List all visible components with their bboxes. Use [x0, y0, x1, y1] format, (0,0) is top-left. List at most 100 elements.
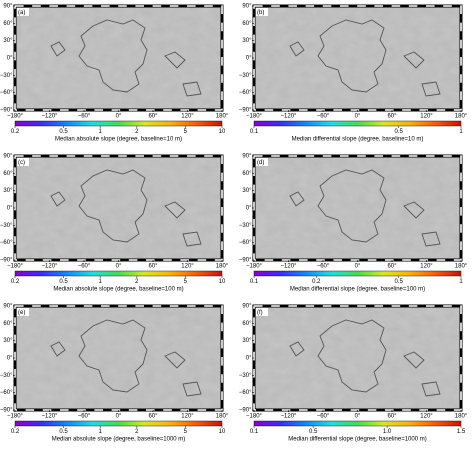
lon-tick-label: 60°: [387, 264, 397, 270]
lat-tick-label: 0°: [246, 356, 252, 362]
lon-tick-label: −120°: [281, 264, 298, 270]
terrain-texture: [15, 156, 222, 260]
terrain-texture: [254, 6, 461, 110]
map-panel: (e) 90° 60° 30° 0° −30° −60° −90°−180° −120° −60°…: [0, 304, 229, 443]
lon-tick-label: −60°: [317, 414, 330, 420]
colorbar-tick-label: 1.5: [457, 429, 466, 435]
lon-tick-label: −180°: [7, 264, 24, 270]
colorbar-title: Median absolute slope (degree, baseline=…: [52, 437, 186, 443]
colorbar: [253, 270, 462, 277]
colorbar: [14, 270, 223, 277]
lon-tick-label: 0°: [355, 264, 361, 270]
map-panel: (a) 90° 60° 30° 0° −30° −60° −90°−180° −120° −60°…: [0, 4, 229, 143]
lat-tick-label: −90°: [0, 408, 13, 414]
colorbar-tick-label: 0.5: [309, 429, 318, 435]
lat-tick-label: −60°: [0, 240, 13, 246]
lon-tick-label: −60°: [78, 414, 91, 420]
lon-tick-label: 120°: [181, 264, 194, 270]
map-panel: (d) 90° 60° 30° 0° −30° −60° −90°−180° −120° −60°…: [239, 154, 468, 293]
lon-tick-label: 60°: [148, 264, 158, 270]
lat-tick-label: −30°: [239, 223, 252, 229]
lat-tick-label: 90°: [242, 4, 252, 10]
colorbar-title: Median absolute slope (degree, baseline=…: [53, 287, 183, 293]
lon-tick-label: −180°: [7, 414, 24, 420]
lon-tick-label: −120°: [42, 264, 59, 270]
lon-tick-label: 180°: [455, 414, 468, 420]
colorbar-tick-label: 0.5: [59, 129, 68, 135]
colorbar-tick-label: 0.2: [312, 279, 321, 285]
colorbar-tick-label: 1.0: [383, 429, 392, 435]
lat-tick-label: 0°: [246, 206, 252, 212]
lat-tick-label: 90°: [242, 154, 252, 160]
panel-label-box: [256, 158, 268, 166]
lat-tick-label: 0°: [7, 56, 13, 62]
lat-tick-label: 30°: [3, 188, 13, 194]
panel-label: (b): [257, 10, 264, 16]
lat-tick-label: 60°: [242, 171, 252, 177]
lat-tick-label: 0°: [7, 206, 13, 212]
colorbar-tick-label: 0.2: [11, 279, 20, 285]
lat-tick-label: 30°: [3, 338, 13, 344]
colorbar-tick-label: 5: [184, 279, 188, 285]
colorbar-tick-label: 1: [98, 429, 102, 435]
colorbar-tick-label: 2: [135, 429, 139, 435]
lat-tick-label: 90°: [3, 4, 13, 10]
panel-label-box: [256, 308, 268, 316]
colorbar-tick-label: 0.5: [395, 129, 404, 135]
colorbar: [253, 120, 462, 127]
panel-label-box: [17, 158, 29, 166]
lon-tick-label: 180°: [216, 114, 229, 120]
colorbar-tick-label: 0.5: [59, 429, 68, 435]
colorbar-tick-label: 10: [219, 129, 226, 135]
lon-tick-label: −120°: [281, 414, 298, 420]
lat-tick-label: −30°: [239, 373, 252, 379]
lat-tick-label: 30°: [3, 38, 13, 44]
terrain-texture: [254, 306, 461, 410]
lat-tick-label: 0°: [7, 356, 13, 362]
lat-tick-label: 90°: [3, 154, 13, 160]
colorbar-tick-label: 5: [184, 429, 188, 435]
lat-tick-label: 30°: [242, 338, 252, 344]
lat-tick-label: −30°: [0, 373, 13, 379]
lon-tick-label: 120°: [181, 114, 194, 120]
lon-tick-label: 60°: [148, 414, 158, 420]
colorbar-tick-label: 1: [98, 279, 102, 285]
lat-tick-label: 90°: [242, 304, 252, 310]
map-panel: (b) 90° 60° 30° 0° −30° −60° −90°−180° −120° −60°…: [239, 4, 468, 143]
lon-tick-label: 120°: [420, 264, 433, 270]
lon-tick-label: 0°: [116, 264, 122, 270]
lat-tick-label: 30°: [242, 188, 252, 194]
lon-tick-label: 60°: [148, 114, 158, 120]
colorbar-tick-label: 10: [219, 279, 226, 285]
panel-label-box: [17, 308, 29, 316]
lat-tick-label: −90°: [0, 108, 13, 114]
colorbar-title: Median differential slope (degree, basel…: [288, 437, 426, 443]
lat-tick-label: 30°: [242, 38, 252, 44]
lon-tick-label: −120°: [42, 414, 59, 420]
colorbar-tick-label: 10: [219, 429, 226, 435]
lat-tick-label: −90°: [239, 108, 252, 114]
colorbar-tick-label: 5: [184, 129, 188, 135]
lat-tick-label: −60°: [0, 90, 13, 96]
lat-tick-label: −90°: [239, 408, 252, 414]
lat-tick-label: −30°: [239, 73, 252, 79]
lon-tick-label: 180°: [455, 114, 468, 120]
colorbar-title: Median differential slope (degree, basel…: [290, 287, 425, 293]
colorbar: [14, 120, 223, 127]
lon-tick-label: −60°: [317, 264, 330, 270]
lon-tick-label: 60°: [387, 114, 397, 120]
panel-label: (e): [18, 310, 25, 316]
lat-tick-label: −60°: [239, 90, 252, 96]
panel-label: (a): [18, 10, 25, 16]
lon-tick-label: 120°: [420, 114, 433, 120]
terrain-texture: [15, 306, 222, 410]
lon-tick-label: 0°: [116, 414, 122, 420]
lat-tick-label: 60°: [3, 21, 13, 27]
colorbar-tick-label: 1: [98, 129, 102, 135]
map-panel: (c) 90° 60° 30° 0° −30° −60° −90°−180° −120° −60°…: [0, 154, 229, 293]
lat-tick-label: 90°: [3, 304, 13, 310]
lon-tick-label: −120°: [42, 114, 59, 120]
terrain-texture: [254, 156, 461, 260]
lat-tick-label: −90°: [239, 258, 252, 264]
